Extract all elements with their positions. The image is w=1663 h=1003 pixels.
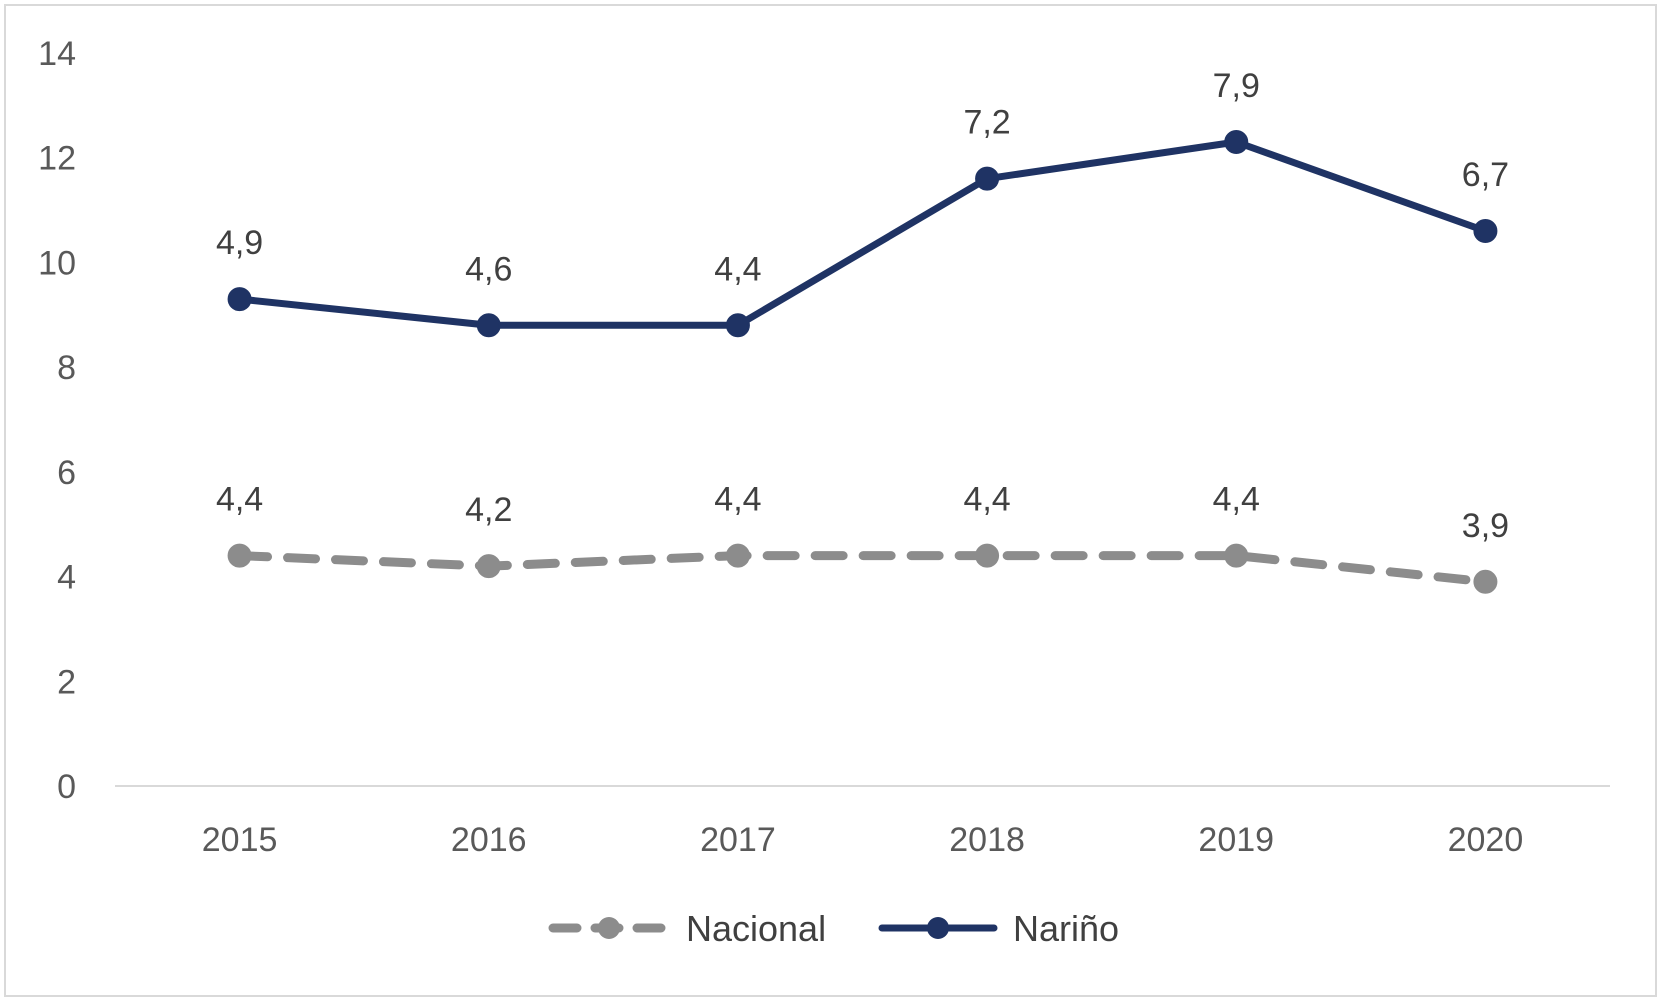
- y-tick-label: 0: [57, 768, 76, 806]
- data-point: [1473, 219, 1498, 244]
- legend-label: Nacional: [686, 908, 826, 949]
- legend-swatch-marker: [598, 917, 620, 939]
- x-tick-label: 2017: [700, 821, 776, 859]
- series-line-2: [236, 138, 1489, 329]
- data-label: 4,6: [465, 250, 512, 288]
- legend-swatch-marker: [927, 917, 949, 939]
- data-point: [227, 543, 252, 568]
- y-tick-label: 10: [38, 244, 76, 282]
- series-line-1: [235, 551, 1490, 587]
- y-tick-label: 2: [57, 663, 76, 701]
- x-tick-label: 2015: [202, 821, 278, 859]
- data-label: 4,9: [216, 224, 263, 262]
- y-tick-label: 14: [38, 35, 76, 73]
- y-axis: 0 2 4 6 8 10 12 14: [38, 35, 76, 806]
- data-label: 4,4: [1213, 481, 1260, 519]
- data-point: [1473, 569, 1498, 594]
- data-label: 4,4: [216, 481, 263, 519]
- data-point: [975, 166, 1000, 191]
- data-label: 7,2: [963, 104, 1010, 142]
- data-point: [1224, 130, 1249, 155]
- legend: Nacional Nariño: [548, 908, 1119, 949]
- data-label: 4,4: [963, 481, 1010, 519]
- data-point: [725, 313, 750, 338]
- data-label: 4,4: [714, 250, 761, 288]
- data-point: [227, 287, 252, 312]
- x-tick-label: 2020: [1448, 821, 1524, 859]
- x-tick-label: 2018: [949, 821, 1025, 859]
- y-tick-label: 6: [57, 454, 76, 492]
- x-tick-label: 2016: [451, 821, 527, 859]
- y-tick-label: 4: [57, 559, 76, 597]
- data-point: [476, 313, 501, 338]
- data-label: 6,7: [1462, 156, 1509, 194]
- data-point: [725, 543, 750, 568]
- y-tick-label: 12: [38, 140, 76, 178]
- legend-label: Nariño: [1013, 908, 1119, 949]
- data-point: [1224, 543, 1249, 568]
- data-label: 3,9: [1462, 507, 1509, 545]
- data-label: 4,4: [714, 481, 761, 519]
- data-labels: 4,4 4,2 4,4 4,4 4,4 3,9 4,9 4,6 4,4 7,2 7,9 6,7: [216, 67, 1509, 545]
- data-label: 7,9: [1213, 67, 1260, 105]
- x-tick-label: 2019: [1198, 821, 1274, 859]
- chart-frame: [4, 4, 1657, 997]
- data-label: 4,2: [465, 491, 512, 529]
- y-tick-label: 8: [57, 349, 76, 387]
- data-point: [975, 543, 1000, 568]
- series-layer: [227, 130, 1498, 594]
- data-point: [476, 554, 501, 579]
- x-axis: 2015 2016 2017 2018 2019 2020: [115, 785, 1610, 859]
